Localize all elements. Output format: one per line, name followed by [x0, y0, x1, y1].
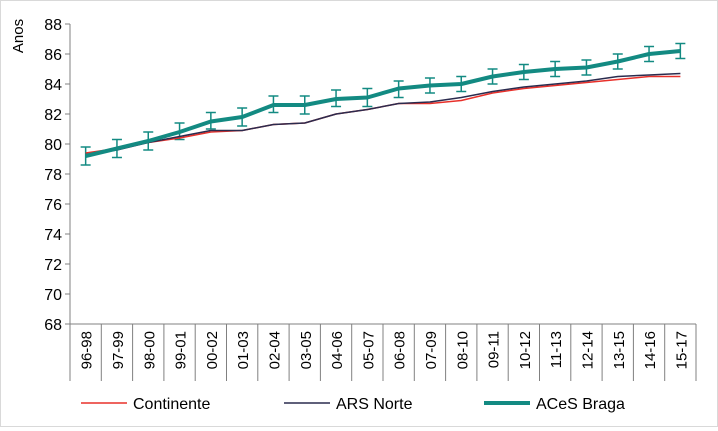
x-tick-label: 00-02 [204, 331, 221, 369]
x-tick-label: 14-16 [642, 331, 659, 369]
y-tick-label: 82 [44, 107, 62, 124]
series-line-ars-norte [85, 72, 681, 156]
y-tick-label: 80 [44, 137, 62, 154]
series-line-continente [85, 75, 681, 154]
x-tick-label: 96-98 [79, 331, 96, 369]
x-tick-label: 98-00 [141, 331, 158, 369]
x-tick-label: 10-12 [517, 331, 534, 369]
error-bars [80, 42, 686, 166]
y-tick-label: 70 [44, 287, 62, 304]
legend-label-ars-norte: ARS Norte [336, 396, 413, 413]
y-tick-label: 84 [44, 77, 62, 94]
series-line-aces-braga [85, 49, 681, 158]
y-tick-label: 78 [44, 167, 62, 184]
legend-label-aces-braga: ACeS Braga [536, 396, 625, 413]
x-tick-label: 97-99 [110, 331, 127, 369]
y-tick-label: 74 [44, 227, 62, 244]
y-tick-label: 86 [44, 47, 62, 64]
x-tick-label: 99-01 [173, 331, 190, 369]
x-tick-label: 01-03 [235, 331, 252, 369]
x-tick-label: 03-05 [298, 331, 315, 369]
x-tick-label: 11-13 [548, 331, 565, 368]
legend: Continente ARS Norte ACeS Braga [81, 396, 625, 413]
y-tick-label: 76 [44, 197, 62, 214]
y-tick-label: 68 [44, 317, 62, 334]
y-tick-label: 72 [44, 257, 62, 274]
x-tick-label: 09-11 [486, 331, 503, 368]
x-tick-label: 07-09 [423, 331, 440, 369]
x-tick-label: 08-10 [454, 331, 471, 369]
y-tick-label: 88 [44, 17, 62, 34]
y-axis-label: Anos [10, 19, 27, 53]
x-tick-label: 06-08 [392, 331, 409, 369]
x-tick-label: 05-07 [360, 331, 377, 369]
series-lines [85, 49, 681, 158]
x-tick-label: 02-04 [266, 331, 283, 369]
x-tick-label: 04-06 [329, 331, 346, 369]
legend-label-continente: Continente [133, 396, 210, 413]
x-tick-label: 13-15 [611, 331, 628, 369]
x-tick-label: 12-14 [579, 331, 596, 369]
axes: 68 70 72 74 76 78 80 82 84 86 88 96-98 97-99 98-00 99-… [44, 17, 697, 381]
x-tick-label: 15-17 [673, 331, 690, 369]
